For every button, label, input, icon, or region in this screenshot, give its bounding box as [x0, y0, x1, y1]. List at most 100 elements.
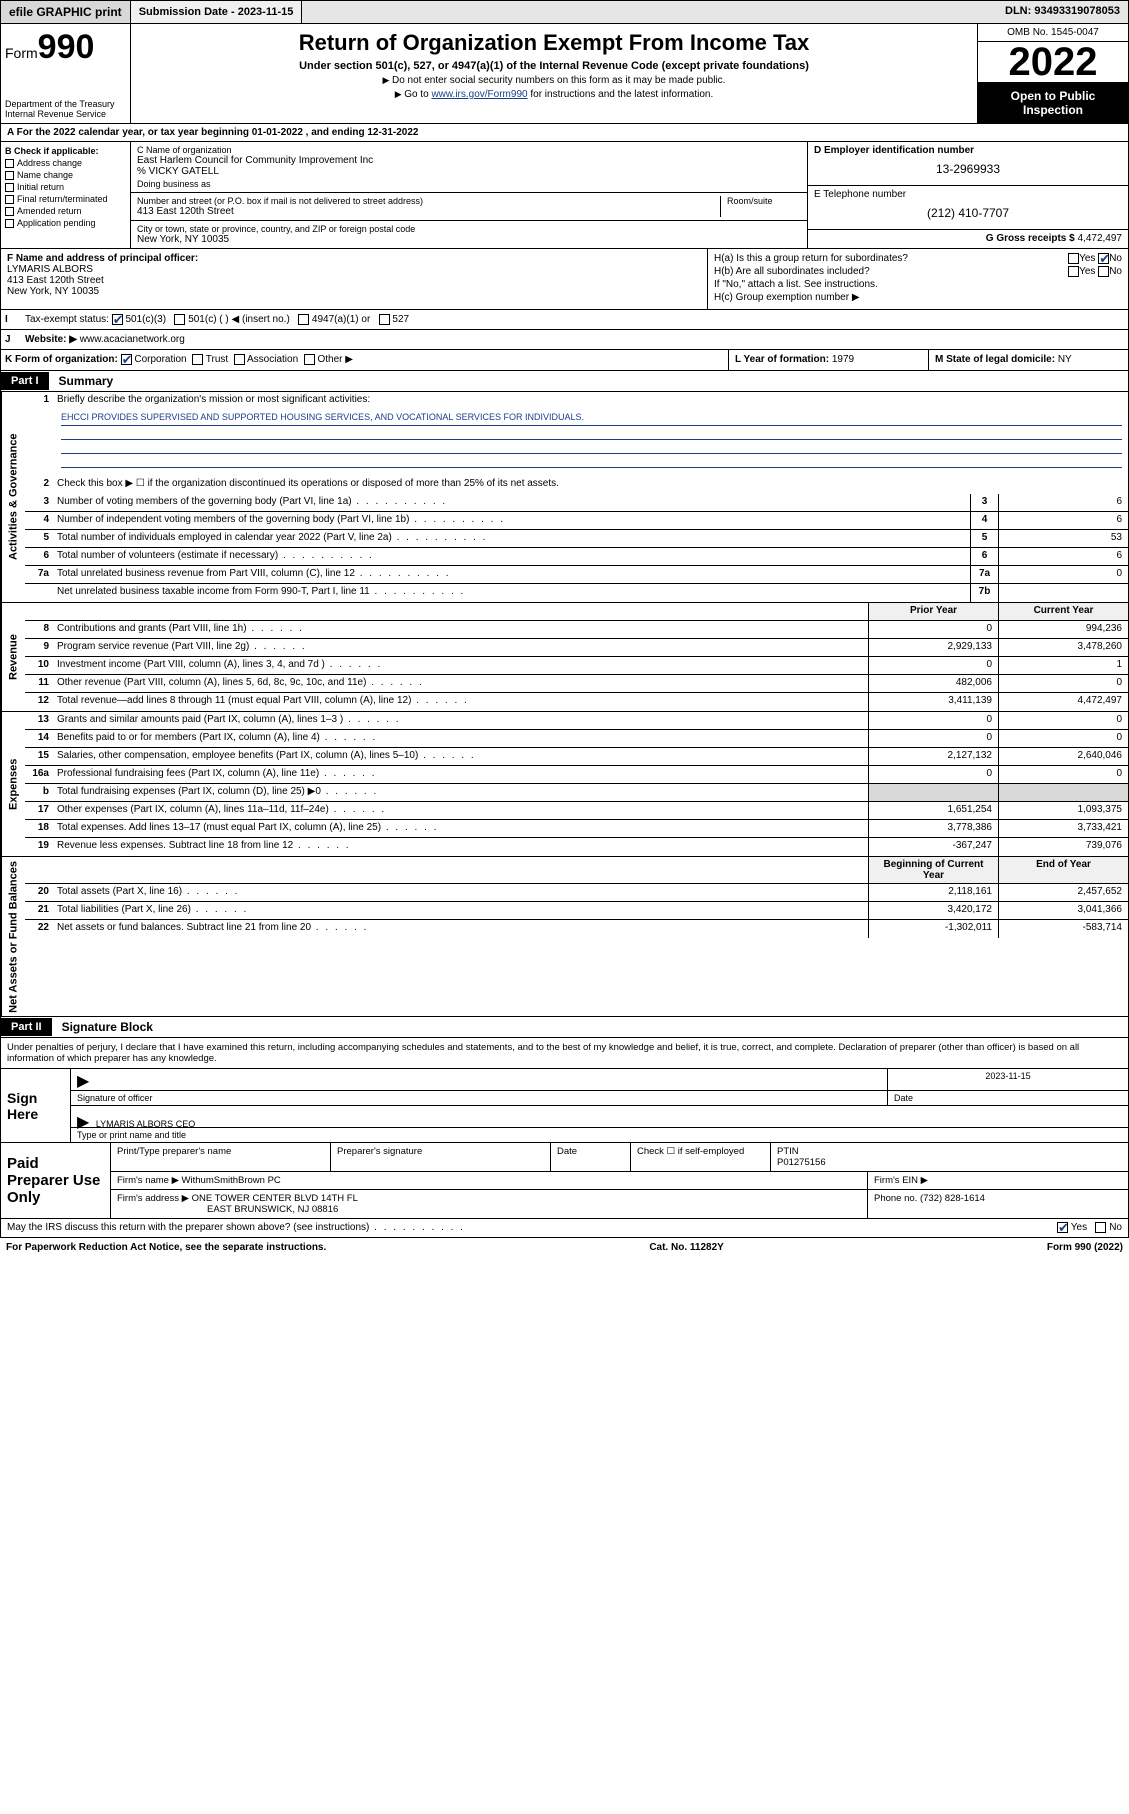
- chk-initial-return-label: Initial return: [17, 182, 64, 192]
- k-trust-checkbox[interactable]: [192, 354, 203, 365]
- revenue-body: Prior Year Current Year 8Contributions a…: [25, 603, 1128, 711]
- officer-name: LYMARIS ALBORS: [7, 264, 93, 275]
- i-501c3-checkbox[interactable]: [112, 314, 123, 325]
- line-num: [25, 584, 53, 602]
- k-corp-checkbox[interactable]: [121, 354, 132, 365]
- chk-app-pending-label: Application pending: [17, 218, 96, 228]
- line-num: 20: [25, 884, 53, 901]
- rowA-mid: , and ending: [306, 127, 368, 138]
- mission-blank2: [61, 440, 1122, 454]
- line1-desc: Briefly describe the organization's miss…: [53, 392, 1128, 410]
- line-val: 0: [998, 566, 1128, 583]
- discuss-no-checkbox[interactable]: [1095, 1222, 1106, 1233]
- officer-addr2: New York, NY 10035: [7, 286, 99, 297]
- chk-name-change-label: Name change: [17, 170, 73, 180]
- box-c: C Name of organization East Harlem Counc…: [131, 142, 808, 248]
- line-prior: -367,247: [868, 838, 998, 856]
- paid-preparer-block: Paid Preparer Use Only Print/Type prepar…: [0, 1143, 1129, 1219]
- k-opt0: Corporation: [134, 355, 186, 366]
- line2-desc: Check this box ▶ ☐ if the organization d…: [53, 476, 1128, 494]
- footer-mid: Cat. No. 11282Y: [649, 1242, 723, 1253]
- line-num: 3: [25, 494, 53, 511]
- street-address: 413 East 120th Street: [137, 206, 714, 217]
- vtab-expenses: Expenses: [1, 712, 25, 856]
- line-prior: 0: [868, 621, 998, 638]
- prep-check-label: Check ☐ if self-employed: [631, 1143, 771, 1171]
- line-cur: 994,236: [998, 621, 1128, 638]
- part2-tag: Part II: [1, 1018, 52, 1036]
- expenses-body: 13Grants and similar amounts paid (Part …: [25, 712, 1128, 856]
- chk-initial-return[interactable]: Initial return: [5, 182, 126, 192]
- ha-yes-checkbox[interactable]: [1068, 253, 1079, 264]
- chk-final-return[interactable]: Final return/terminated: [5, 194, 126, 204]
- summary-expenses: Expenses 13Grants and similar amounts pa…: [0, 712, 1129, 857]
- ha-no-checkbox[interactable]: [1098, 253, 1109, 264]
- line-21: 21Total liabilities (Part X, line 26)3,4…: [25, 902, 1128, 920]
- k-opt1: Trust: [206, 355, 228, 366]
- line-cur: 3,478,260: [998, 639, 1128, 656]
- chk-amended[interactable]: Amended return: [5, 206, 126, 216]
- line-num: 13: [25, 712, 53, 729]
- line-prior: 3,411,139: [868, 693, 998, 711]
- line-desc: Benefits paid to or for members (Part IX…: [53, 730, 868, 747]
- irs-link[interactable]: www.irs.gov/Form990: [431, 89, 527, 100]
- line-desc: Total number of volunteers (estimate if …: [53, 548, 970, 565]
- box-deg: D Employer identification number 13-2969…: [808, 142, 1128, 248]
- form-subtitle: Under section 501(c), 527, or 4947(a)(1)…: [141, 60, 967, 72]
- k-opt2: Association: [247, 355, 298, 366]
- discuss-text: May the IRS discuss this return with the…: [7, 1222, 465, 1233]
- chk-app-pending[interactable]: Application pending: [5, 218, 126, 228]
- line-cur: 0: [998, 712, 1128, 729]
- line-18: 18Total expenses. Add lines 13–17 (must …: [25, 820, 1128, 838]
- gross-receipts-label: G Gross receipts $: [986, 233, 1075, 244]
- row-j: J Website: ▶ www.acacianetwork.org: [0, 330, 1129, 350]
- ein-value: 13-2969933: [814, 156, 1122, 182]
- line-box: 3: [970, 494, 998, 511]
- k-assoc-checkbox[interactable]: [234, 354, 245, 365]
- form-word: Form: [5, 45, 38, 61]
- org-name: East Harlem Council for Community Improv…: [137, 155, 801, 166]
- line-prior: 3,778,386: [868, 820, 998, 837]
- rev-header: Prior Year Current Year: [25, 603, 1128, 621]
- footer-left: For Paperwork Reduction Act Notice, see …: [6, 1242, 326, 1253]
- submission-date: Submission Date - 2023-11-15: [131, 1, 303, 23]
- i-4947-checkbox[interactable]: [298, 314, 309, 325]
- city-label: City or town, state or province, country…: [137, 224, 801, 234]
- k-other-checkbox[interactable]: [304, 354, 315, 365]
- gov-line-3: 3Number of voting members of the governi…: [25, 494, 1128, 512]
- page-footer: For Paperwork Reduction Act Notice, see …: [0, 1238, 1129, 1257]
- line-19: 19Revenue less expenses. Subtract line 1…: [25, 838, 1128, 856]
- prep-phone-label: Phone no.: [874, 1193, 917, 1204]
- line-desc: Other revenue (Part VIII, column (A), li…: [53, 675, 868, 692]
- chk-name-change[interactable]: Name change: [5, 170, 126, 180]
- line-desc: Total revenue—add lines 8 through 11 (mu…: [53, 693, 868, 711]
- line-val: [998, 584, 1128, 602]
- line-num: 12: [25, 693, 53, 711]
- firm-name-label: Firm's name ▶: [117, 1175, 179, 1186]
- line-prior: 0: [868, 766, 998, 783]
- net-assets-body: Beginning of Current Year End of Year 20…: [25, 857, 1128, 1017]
- i-501c-checkbox[interactable]: [174, 314, 185, 325]
- sign-here-label: Sign Here: [1, 1069, 71, 1142]
- discuss-yes-checkbox[interactable]: [1057, 1222, 1068, 1233]
- efile-print-button[interactable]: efile GRAPHIC print: [1, 1, 131, 23]
- firm-addr2: EAST BRUNSWICK, NJ 08816: [207, 1204, 338, 1215]
- line-num: 9: [25, 639, 53, 656]
- summary-revenue: Revenue Prior Year Current Year 8Contrib…: [0, 603, 1129, 712]
- ssn-note: Do not enter social security numbers on …: [141, 75, 967, 86]
- firm-ein-label: Firm's EIN ▶: [868, 1172, 1128, 1189]
- summary-activities: Activities & Governance 1 Briefly descri…: [0, 392, 1129, 603]
- chk-address-change[interactable]: Address change: [5, 158, 126, 168]
- footer-right: Form 990 (2022): [1047, 1242, 1123, 1253]
- i-527-checkbox[interactable]: [379, 314, 390, 325]
- line-desc: Total fundraising expenses (Part IX, col…: [53, 784, 868, 801]
- line-22: 22Net assets or fund balances. Subtract …: [25, 920, 1128, 938]
- line-prior: 482,006: [868, 675, 998, 692]
- box-b: B Check if applicable: Address change Na…: [1, 142, 131, 248]
- l-value: 1979: [832, 354, 854, 365]
- hb-yes-checkbox[interactable]: [1068, 266, 1079, 277]
- hb-no-checkbox[interactable]: [1098, 266, 1109, 277]
- line-prior: -1,302,011: [868, 920, 998, 938]
- website-link[interactable]: www.acacianetwork.org: [80, 334, 185, 345]
- tax-year: 2022: [978, 42, 1128, 83]
